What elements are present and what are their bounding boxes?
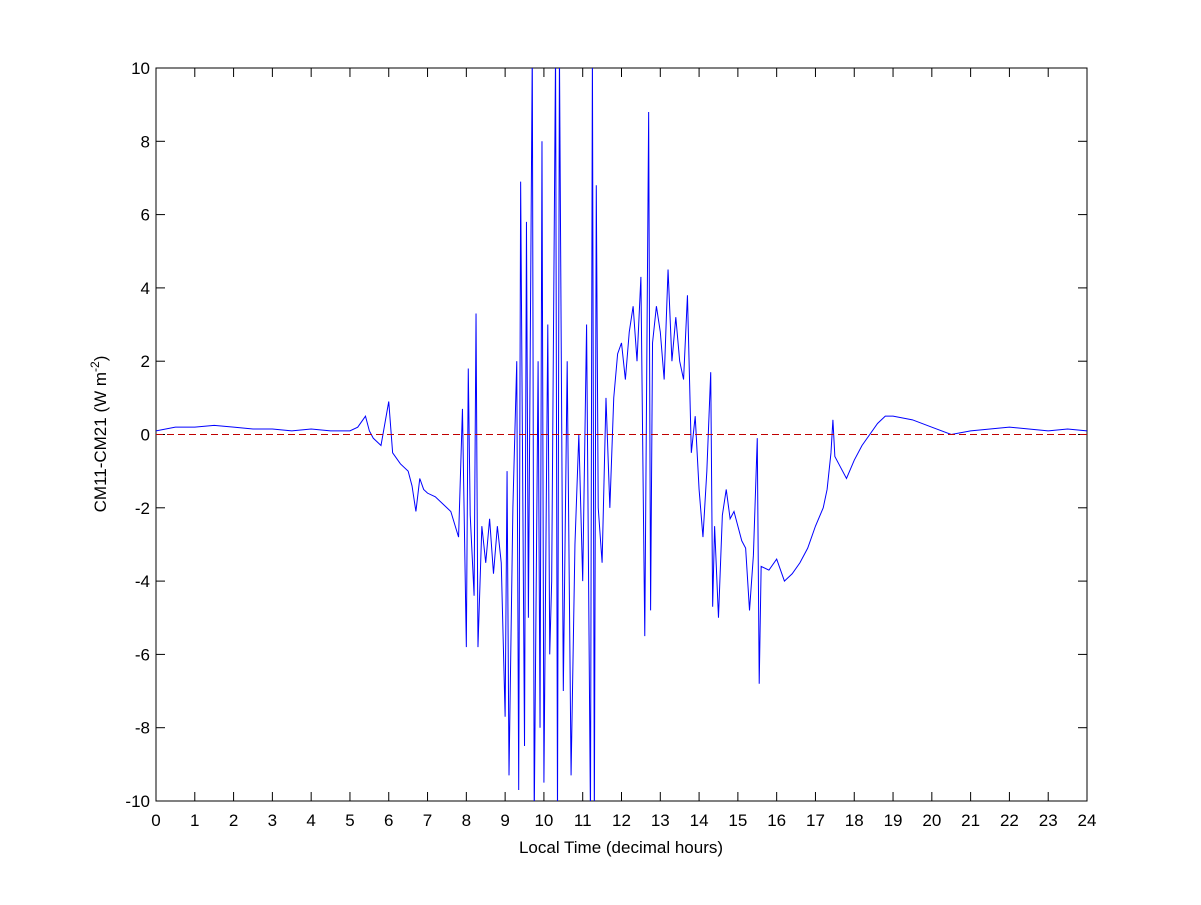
y-label-main: CM11-CM21 (W m — [91, 372, 110, 512]
x-tick-label: 11 — [574, 811, 592, 830]
x-tick-label: 15 — [728, 811, 747, 830]
x-tick-label: 16 — [767, 811, 786, 830]
x-tick-label: 23 — [1039, 811, 1058, 830]
x-tick-label: 6 — [384, 811, 393, 830]
y-tick-label: -2 — [135, 499, 150, 518]
x-tick-label: 9 — [500, 811, 509, 830]
y-tick-label: -10 — [125, 792, 150, 811]
x-tick-label: 19 — [884, 811, 903, 830]
x-tick-label: 5 — [345, 811, 354, 830]
y-label-sup: -2 — [88, 361, 102, 372]
y-label-end: ) — [91, 356, 110, 362]
x-tick-label: 7 — [423, 811, 432, 830]
x-tick-label: 12 — [612, 811, 631, 830]
x-tick-label: 14 — [690, 811, 709, 830]
data-line — [156, 68, 1087, 801]
x-tick-label: 1 — [190, 811, 199, 830]
x-tick-label: 20 — [922, 811, 941, 830]
x-tick-label: 8 — [462, 811, 471, 830]
y-tick-label: -8 — [135, 719, 150, 738]
x-tick-label: 24 — [1078, 811, 1097, 830]
y-tick-label: -6 — [135, 645, 150, 664]
y-tick-label: 4 — [141, 279, 150, 298]
x-tick-label: 22 — [1000, 811, 1019, 830]
y-tick-label: 6 — [141, 206, 150, 225]
x-tick-label: 21 — [961, 811, 980, 830]
x-tick-label: 3 — [268, 811, 277, 830]
y-tick-label: -4 — [135, 572, 150, 591]
x-tick-label: 18 — [845, 811, 864, 830]
x-tick-label: 13 — [651, 811, 670, 830]
x-tick-label: 0 — [151, 811, 160, 830]
y-tick-label: 8 — [141, 132, 150, 151]
x-axis-label: Local Time (decimal hours) — [519, 838, 723, 857]
x-tick-label: 4 — [306, 811, 315, 830]
y-tick-label: 2 — [141, 352, 150, 371]
y-tick-label: 10 — [131, 59, 150, 78]
y-axis-label: CM11-CM21 (W m-2) — [88, 356, 110, 513]
y-tick-label: 0 — [141, 426, 150, 445]
x-tick-label: 17 — [806, 811, 825, 830]
x-tick-label: 10 — [534, 811, 553, 830]
x-tick-label: 2 — [229, 811, 238, 830]
